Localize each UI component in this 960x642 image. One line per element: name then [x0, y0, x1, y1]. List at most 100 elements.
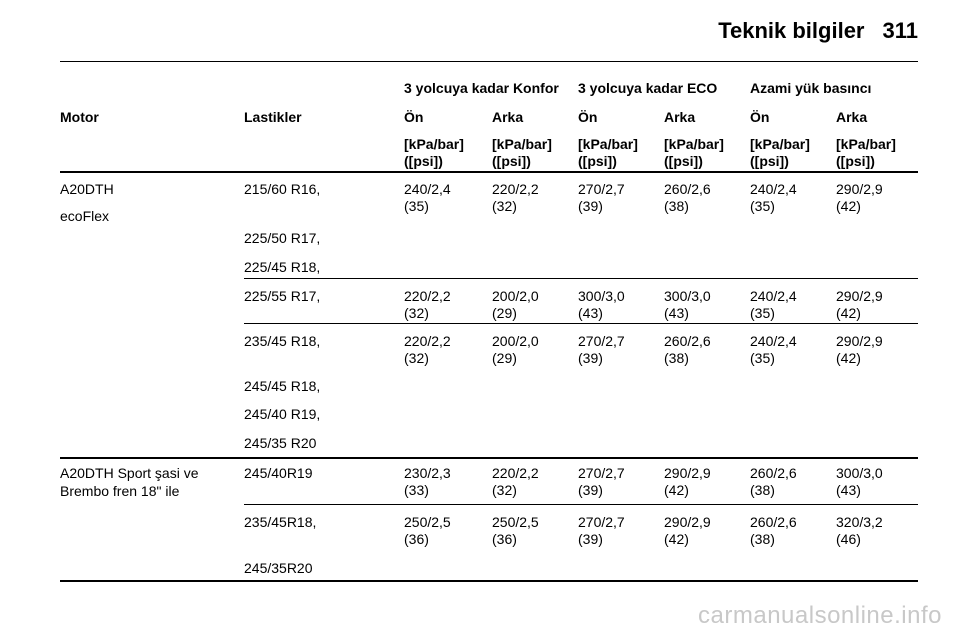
- header-bottom-rule: [60, 171, 918, 173]
- pressure-value: 250/2,5: [404, 514, 451, 530]
- pressure-value: (32): [492, 198, 517, 214]
- pressure-value: (35): [750, 305, 775, 321]
- row-divider: [244, 278, 918, 279]
- tire-size: 235/45 R18,: [244, 333, 321, 349]
- pressure-value: (29): [492, 305, 517, 321]
- tire-size: 225/45 R18,: [244, 259, 321, 275]
- pressure-value: 290/2,9: [664, 514, 711, 530]
- engine-label: A20DTH: [60, 181, 114, 197]
- engine-label: ecoFlex: [60, 208, 110, 224]
- pressure-value: 270/2,7: [578, 514, 625, 530]
- unit-label: [kPa/bar]: [836, 136, 896, 152]
- pressure-value: 320/3,2: [836, 514, 883, 530]
- pressure-value: 250/2,5: [492, 514, 539, 530]
- unit-label: [kPa/bar]: [750, 136, 810, 152]
- unit-label: ([psi]): [578, 153, 617, 169]
- watermark: carmanualsonline.info: [698, 602, 942, 629]
- pressure-value: (42): [836, 350, 861, 366]
- column-header-axle: Arka: [492, 109, 524, 125]
- pressure-value: (42): [836, 198, 861, 214]
- unit-label: ([psi]): [492, 153, 531, 169]
- unit-label: [kPa/bar]: [492, 136, 552, 152]
- pressure-value: (35): [750, 350, 775, 366]
- pressure-value: (39): [578, 482, 603, 498]
- pressure-value: (42): [664, 531, 689, 547]
- group-divider: [60, 457, 918, 459]
- pressure-value: 260/2,6: [750, 465, 797, 481]
- column-header-axle: Ön: [578, 109, 598, 125]
- pressure-value: 260/2,6: [664, 333, 711, 349]
- group-header: 3 yolcuya kadar ECO: [578, 80, 718, 96]
- unit-label: ([psi]): [750, 153, 789, 169]
- pressure-value: 260/2,6: [750, 514, 797, 530]
- pressure-value: (29): [492, 350, 517, 366]
- pressure-value: 220/2,2: [492, 181, 539, 197]
- pressure-value: 290/2,9: [664, 465, 711, 481]
- tire-size: 235/45R18,: [244, 514, 317, 530]
- unit-label: ([psi]): [404, 153, 443, 169]
- column-header-axle: Ön: [750, 109, 770, 125]
- column-header-axle: Arka: [836, 109, 868, 125]
- group-header: 3 yolcuya kadar Konfor: [404, 80, 559, 96]
- unit-label: [kPa/bar]: [664, 136, 724, 152]
- tire-size: 245/45 R18,: [244, 378, 321, 394]
- pressure-value: 240/2,4: [750, 288, 797, 304]
- column-header-tires: Lastikler: [244, 109, 302, 125]
- unit-label: ([psi]): [664, 153, 703, 169]
- pressure-value: 240/2,4: [404, 181, 451, 197]
- group-header: Azami yük basıncı: [750, 80, 872, 96]
- pressure-value: 200/2,0: [492, 288, 539, 304]
- pressure-value: 300/3,0: [578, 288, 625, 304]
- pressure-value: (43): [578, 305, 603, 321]
- tire-size: 245/35R20: [244, 560, 313, 576]
- pressure-value: (35): [750, 198, 775, 214]
- pressure-value: 240/2,4: [750, 181, 797, 197]
- tire-size: 225/55 R17,: [244, 288, 321, 304]
- column-header-axle: Arka: [664, 109, 696, 125]
- unit-label: [kPa/bar]: [404, 136, 464, 152]
- pressure-value: 220/2,2: [492, 465, 539, 481]
- pressure-value: (38): [750, 482, 775, 498]
- tire-size: 245/40 R19,: [244, 406, 321, 422]
- pressure-value: 220/2,2: [404, 288, 451, 304]
- pressure-value: 300/3,0: [836, 465, 883, 481]
- pressure-value: (39): [578, 531, 603, 547]
- pressure-value: 260/2,6: [664, 181, 711, 197]
- pressure-value: 300/3,0: [664, 288, 711, 304]
- column-header-motor: Motor: [60, 109, 99, 125]
- unit-label: ([psi]): [836, 153, 875, 169]
- engine-label: A20DTH Sport şasi ve: [60, 465, 199, 481]
- pressure-value: (43): [836, 482, 861, 498]
- tire-size: 245/40R19: [244, 465, 313, 481]
- page-title: Teknik bilgiler: [718, 18, 865, 43]
- pressure-value: 290/2,9: [836, 333, 883, 349]
- pressure-value: 240/2,4: [750, 333, 797, 349]
- pressure-value: (33): [404, 482, 429, 498]
- column-header-axle: Ön: [404, 109, 424, 125]
- pressure-value: (46): [836, 531, 861, 547]
- row-divider: [244, 323, 918, 324]
- pressure-value: (36): [404, 531, 429, 547]
- page-header: Teknik bilgiler 311: [718, 18, 918, 44]
- pressure-value: (43): [664, 305, 689, 321]
- pressure-value: (42): [836, 305, 861, 321]
- pressure-value: (38): [750, 531, 775, 547]
- pressure-value: (39): [578, 350, 603, 366]
- row-divider: [244, 504, 918, 505]
- engine-label: Brembo fren 18" ile: [60, 483, 180, 499]
- pressure-value: 290/2,9: [836, 288, 883, 304]
- pressure-value: (32): [492, 482, 517, 498]
- pressure-value: 200/2,0: [492, 333, 539, 349]
- pressure-value: (38): [664, 198, 689, 214]
- pressure-value: (35): [404, 198, 429, 214]
- pressure-value: 220/2,2: [404, 333, 451, 349]
- pressure-value: 270/2,7: [578, 465, 625, 481]
- pressure-value: (39): [578, 198, 603, 214]
- page-number: 311: [882, 18, 919, 43]
- table-bottom-rule: [60, 580, 918, 582]
- pressure-value: (32): [404, 350, 429, 366]
- header-divider: [60, 61, 918, 62]
- pressure-value: 290/2,9: [836, 181, 883, 197]
- pressure-value: (32): [404, 305, 429, 321]
- pressure-value: 270/2,7: [578, 333, 625, 349]
